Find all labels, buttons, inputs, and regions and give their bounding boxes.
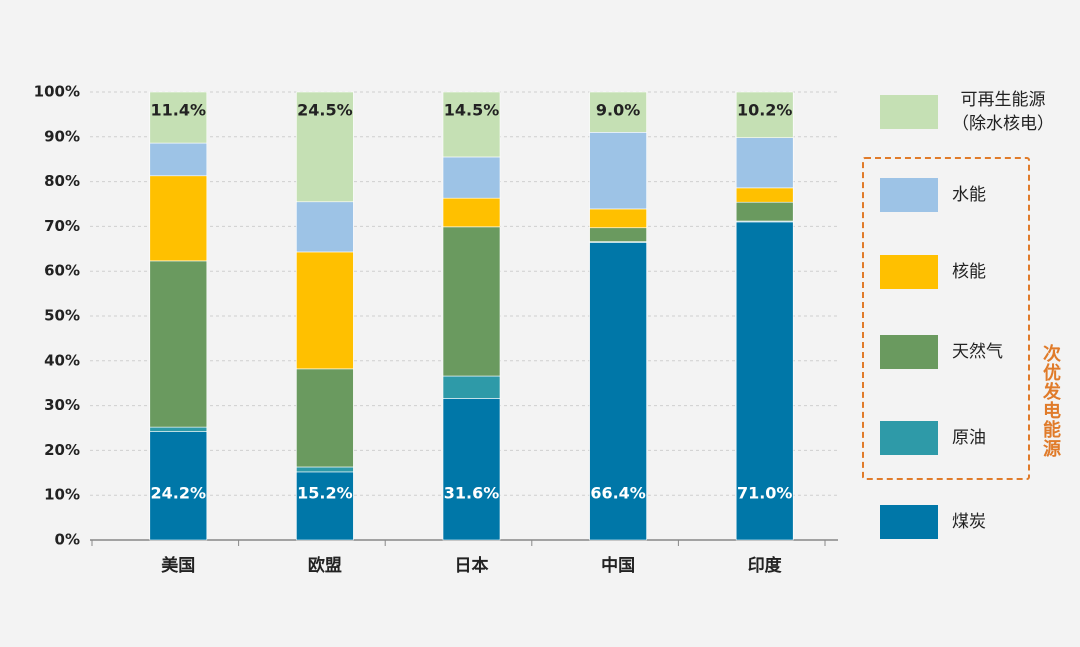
bar-segment bbox=[149, 426, 208, 432]
legend-item: 煤炭 bbox=[880, 505, 986, 539]
legend-label: 核能 bbox=[952, 262, 986, 282]
bar-segment bbox=[149, 175, 208, 262]
y-tick-label: 50% bbox=[44, 307, 80, 325]
legend-swatch bbox=[880, 255, 938, 289]
bar-segment bbox=[296, 91, 354, 203]
bar-segment bbox=[589, 208, 647, 229]
legend-swatch bbox=[880, 178, 938, 212]
bar-segment bbox=[296, 201, 354, 253]
bar-segment bbox=[442, 156, 501, 199]
bar-segment bbox=[296, 471, 354, 541]
bar-segment bbox=[296, 466, 354, 473]
bar-segment bbox=[589, 91, 647, 133]
annotation: 次优发电能源 bbox=[1040, 344, 1061, 458]
legend-label: 煤炭 bbox=[952, 512, 986, 532]
legend-item: 可再生能源 （除水核电） bbox=[880, 90, 1054, 134]
x-tick-label: 美国 bbox=[161, 555, 195, 576]
bar-segment bbox=[296, 251, 354, 370]
legend-item: 天然气 bbox=[880, 335, 1003, 369]
legend-label: 可再生能源 （除水核电） bbox=[952, 90, 1054, 134]
data-label: 9.0% bbox=[596, 101, 640, 120]
y-tick-label: 90% bbox=[44, 127, 80, 145]
x-tick-label: 日本 bbox=[455, 555, 489, 576]
bar-segment bbox=[149, 431, 208, 541]
y-tick-label: 20% bbox=[44, 441, 80, 459]
legend-swatch bbox=[880, 95, 938, 129]
y-tick-label: 40% bbox=[44, 351, 80, 369]
bar-segment bbox=[735, 137, 794, 189]
y-tick-label: 100% bbox=[34, 83, 80, 101]
annotation-box bbox=[862, 157, 1030, 480]
bar-segment bbox=[442, 226, 501, 377]
data-label: 15.2% bbox=[297, 484, 353, 503]
bar-segment bbox=[149, 91, 208, 144]
data-label: 24.2% bbox=[151, 484, 207, 503]
data-label: 31.6% bbox=[444, 484, 500, 503]
legend-swatch bbox=[880, 335, 938, 369]
y-tick-label: 60% bbox=[44, 262, 80, 280]
data-label: 11.4% bbox=[151, 101, 207, 120]
bar-segment bbox=[442, 375, 501, 399]
bar-segment bbox=[442, 197, 501, 228]
legend-label: 原油 bbox=[952, 428, 986, 448]
bar-segment bbox=[735, 187, 794, 203]
bar-segment bbox=[735, 221, 794, 541]
bar-segment bbox=[735, 91, 794, 138]
legend-swatch bbox=[880, 505, 938, 539]
y-tick-label: 0% bbox=[55, 531, 80, 549]
bar-segment bbox=[589, 132, 647, 210]
bar-segment bbox=[735, 201, 794, 222]
legend-swatch bbox=[880, 421, 938, 455]
legend-item: 核能 bbox=[880, 255, 986, 289]
bar-segment bbox=[296, 368, 354, 468]
data-label: 14.5% bbox=[444, 101, 500, 120]
bar-segment bbox=[442, 398, 501, 541]
bar-segment bbox=[589, 227, 647, 242]
legend-label: 水能 bbox=[952, 185, 986, 205]
bar-segment bbox=[149, 260, 208, 428]
bar-segment bbox=[149, 142, 208, 177]
legend-item: 原油 bbox=[880, 421, 986, 455]
legend-item: 水能 bbox=[880, 178, 986, 212]
y-tick-label: 70% bbox=[44, 217, 80, 235]
x-tick-label: 印度 bbox=[748, 555, 783, 576]
data-label: 71.0% bbox=[737, 484, 793, 503]
bar-segment bbox=[589, 242, 647, 541]
data-label: 24.5% bbox=[297, 101, 353, 120]
y-tick-label: 10% bbox=[44, 486, 80, 504]
bar-segment bbox=[442, 91, 501, 158]
x-tick-label: 中国 bbox=[601, 555, 635, 576]
y-tick-label: 80% bbox=[44, 172, 80, 190]
x-tick-label: 欧盟 bbox=[308, 555, 342, 576]
y-tick-label: 30% bbox=[44, 396, 80, 414]
data-label: 66.4% bbox=[590, 484, 646, 503]
legend-label: 天然气 bbox=[952, 342, 1003, 362]
data-label: 10.2% bbox=[737, 101, 793, 120]
